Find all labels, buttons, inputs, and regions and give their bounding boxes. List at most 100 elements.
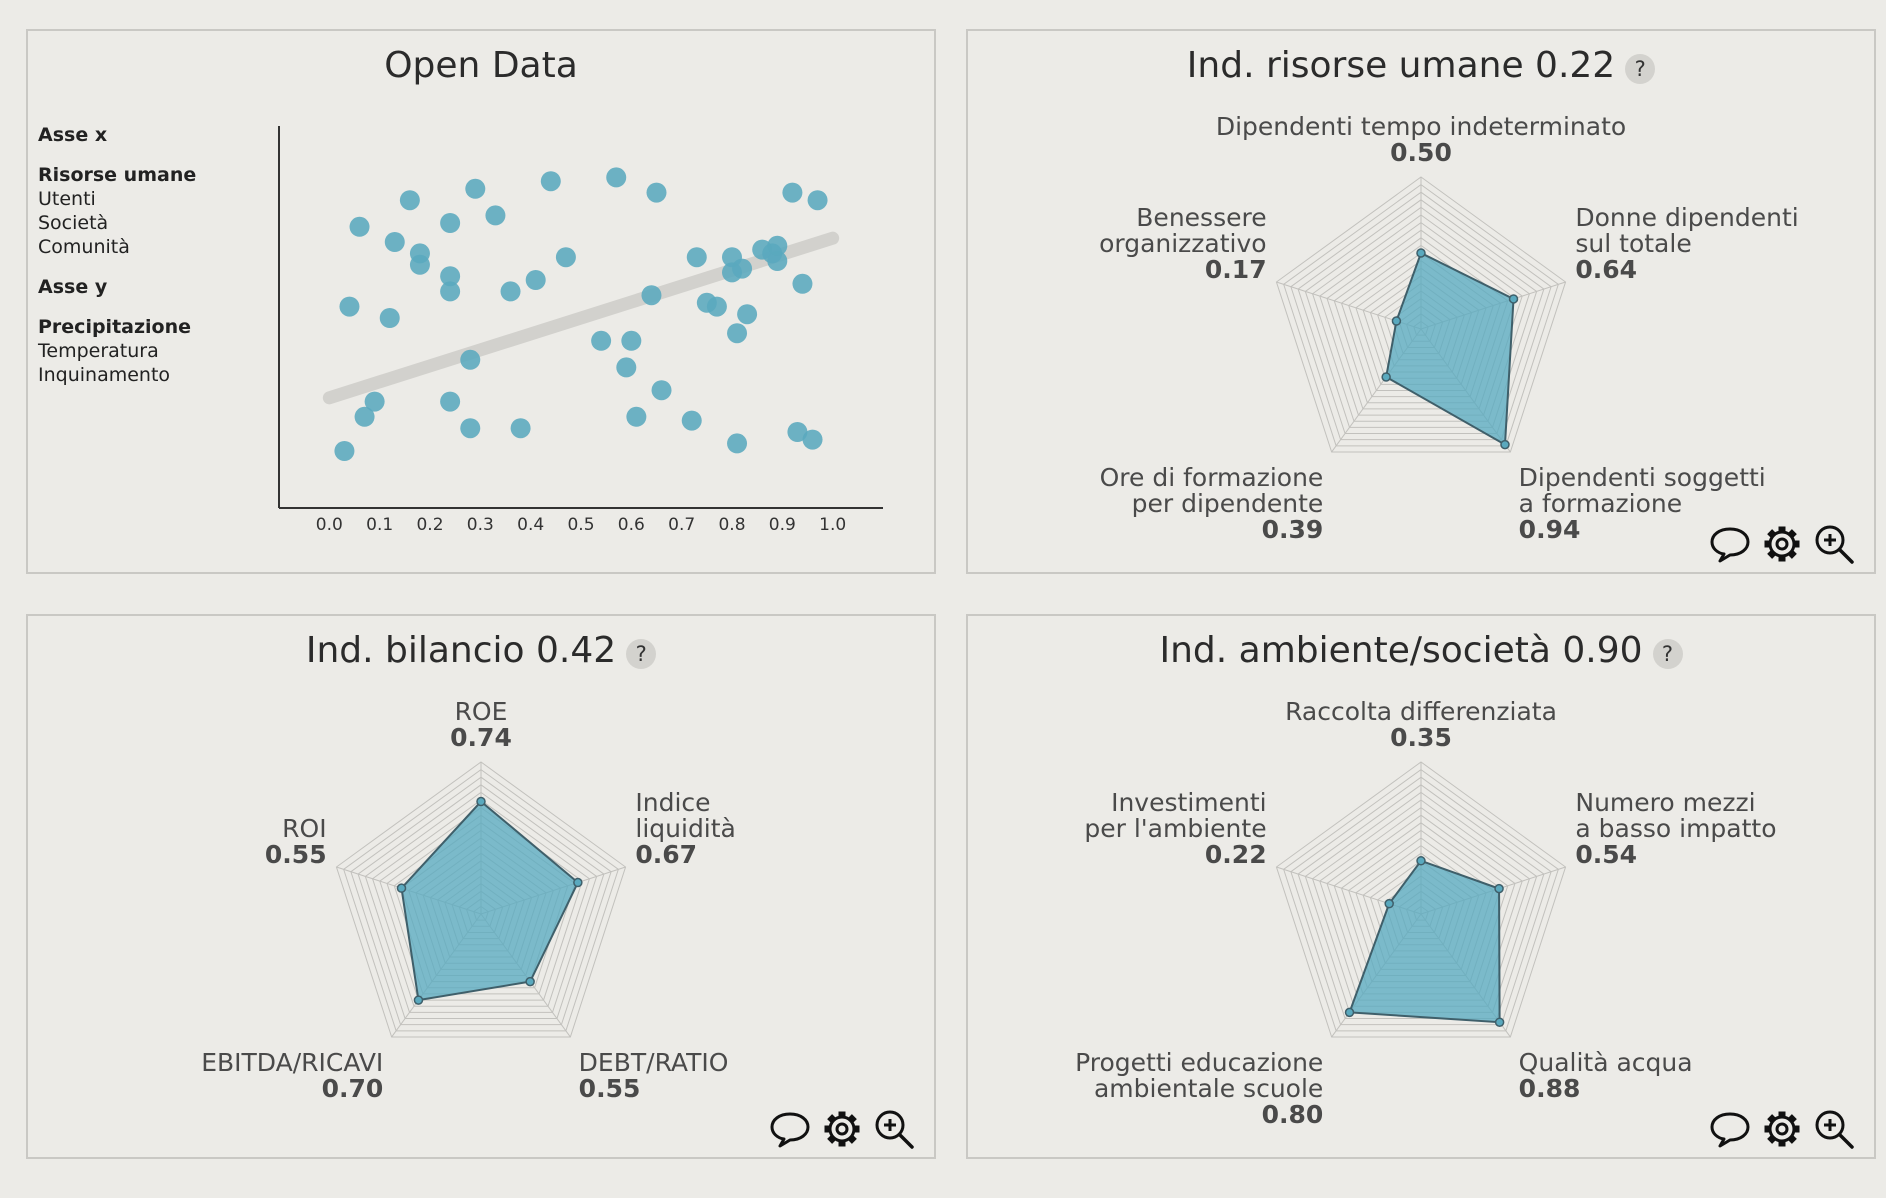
gear-icon[interactable]	[1760, 522, 1804, 566]
radar-point[interactable]	[1416, 856, 1426, 866]
help-icon[interactable]: ?	[1625, 53, 1656, 84]
bilancio-title-text: Ind. bilancio 0.42	[305, 630, 617, 671]
scatter-point[interactable]	[379, 308, 400, 328]
x-option-utenti[interactable]: Utenti	[38, 188, 96, 210]
radar-point[interactable]	[1500, 439, 1510, 450]
scatter-point[interactable]	[651, 380, 672, 401]
scatter-point[interactable]	[606, 167, 627, 188]
radar-axis-value: 0.35	[1390, 723, 1452, 752]
scatter-point[interactable]	[727, 433, 748, 454]
radar-point[interactable]	[1384, 898, 1394, 909]
radar-point[interactable]	[1508, 294, 1519, 304]
scatter-point[interactable]	[807, 190, 828, 211]
radar-point[interactable]	[1391, 316, 1402, 326]
scatter-point[interactable]	[616, 357, 637, 378]
scatter-point[interactable]	[681, 410, 702, 431]
scatter-point[interactable]	[525, 270, 546, 290]
radar-point[interactable]	[573, 877, 583, 888]
help-icon[interactable]: ?	[626, 638, 657, 669]
y-option-precipitazione[interactable]: Precipitazione	[38, 316, 192, 338]
radar-grid-ring	[1297, 784, 1545, 1020]
comment-icon[interactable]	[768, 1107, 812, 1151]
radar-axis-name: DEBT/RATIO	[579, 1048, 729, 1077]
radar-point[interactable]	[413, 995, 424, 1005]
scatter-point[interactable]	[334, 441, 355, 461]
scatter-point[interactable]	[440, 266, 461, 287]
scatter-point[interactable]	[732, 258, 753, 279]
scatter-point[interactable]	[792, 273, 813, 294]
gear-icon[interactable]	[1760, 1107, 1804, 1151]
scatter-point[interactable]	[540, 171, 561, 192]
scatter-point[interactable]	[409, 254, 430, 275]
scatter-point[interactable]	[767, 251, 788, 271]
scatter-point[interactable]	[349, 216, 370, 237]
scatter-point[interactable]	[384, 232, 405, 252]
radar-point[interactable]	[1494, 883, 1504, 894]
comment-icon[interactable]	[1708, 522, 1752, 566]
x-option-risorse-umane[interactable]: Risorse umane	[38, 164, 197, 186]
x-option-comunita[interactable]: Comunità	[38, 236, 130, 258]
radar-axis-value: 0.22	[1205, 840, 1267, 869]
radar-point[interactable]	[525, 976, 535, 987]
scatter-point[interactable]	[727, 323, 748, 344]
scatter-point[interactable]	[782, 182, 803, 203]
scatter-point[interactable]	[465, 178, 486, 199]
scatter-point[interactable]	[399, 190, 420, 211]
open-data-title: Open Data	[28, 45, 934, 86]
scatter-point[interactable]	[440, 213, 461, 233]
zoom-in-icon[interactable]	[872, 1107, 916, 1151]
radar-grid-ring	[357, 784, 605, 1020]
radar-grid-ring	[379, 806, 583, 1001]
scatter-point[interactable]	[500, 281, 521, 302]
scatter-point[interactable]	[440, 391, 461, 412]
scatter-point[interactable]	[339, 296, 360, 317]
scatter-point[interactable]	[440, 281, 461, 302]
scatter-point[interactable]	[354, 406, 375, 427]
scatter-point[interactable]	[621, 330, 642, 351]
scatter-point[interactable]	[686, 247, 707, 268]
ambiente-societa-panel: Ind. ambiente/società 0.90 ? Raccolta di…	[966, 614, 1876, 1159]
radar-axis-name: Ore di formazione	[1100, 463, 1324, 492]
radar-axis-name: a formazione	[1519, 489, 1682, 518]
scatter-point[interactable]	[706, 296, 727, 317]
x-axis-group: Asse x	[38, 123, 258, 147]
y-option-temperatura[interactable]: Temperatura	[38, 340, 159, 362]
radar-point[interactable]	[1344, 1007, 1355, 1018]
scatter-point[interactable]	[787, 422, 808, 442]
radar-grid-ring	[1283, 183, 1559, 447]
scatter-point[interactable]	[646, 182, 667, 203]
radar-point[interactable]	[1494, 1017, 1505, 1027]
scatter-point[interactable]	[802, 429, 823, 450]
radar-point[interactable]	[1381, 372, 1391, 382]
radar-grid-ring	[1311, 214, 1531, 422]
scatter-point[interactable]	[510, 418, 531, 439]
zoom-in-icon[interactable]	[1812, 522, 1856, 566]
radar-point[interactable]	[476, 796, 486, 807]
scatter-point[interactable]	[641, 285, 662, 306]
radar-point[interactable]	[1416, 248, 1426, 258]
zoom-in-icon[interactable]	[1812, 1107, 1856, 1151]
x-option-societa[interactable]: Società	[38, 212, 109, 234]
scatter-point[interactable]	[485, 205, 506, 226]
radar-area	[1385, 251, 1515, 447]
scatter-point[interactable]	[555, 247, 576, 268]
y-option-inquinamento[interactable]: Inquinamento	[38, 364, 171, 386]
scatter-point[interactable]	[737, 304, 758, 325]
radar-axis-name: Raccolta differenziata	[1285, 697, 1557, 726]
radar-point[interactable]	[396, 883, 407, 893]
gear-icon[interactable]	[820, 1107, 864, 1151]
scatter-point[interactable]	[591, 330, 612, 351]
comment-icon[interactable]	[1708, 1107, 1752, 1151]
radar-grid-ring	[343, 768, 619, 1032]
scatter-point[interactable]	[460, 349, 481, 370]
x-tick-label: 1.0	[819, 515, 846, 535]
scatter-point[interactable]	[364, 391, 385, 412]
scatter-point[interactable]	[460, 418, 481, 439]
help-icon[interactable]: ?	[1652, 638, 1683, 669]
scatter-point[interactable]	[767, 235, 788, 256]
scatter-point[interactable]	[626, 406, 647, 427]
